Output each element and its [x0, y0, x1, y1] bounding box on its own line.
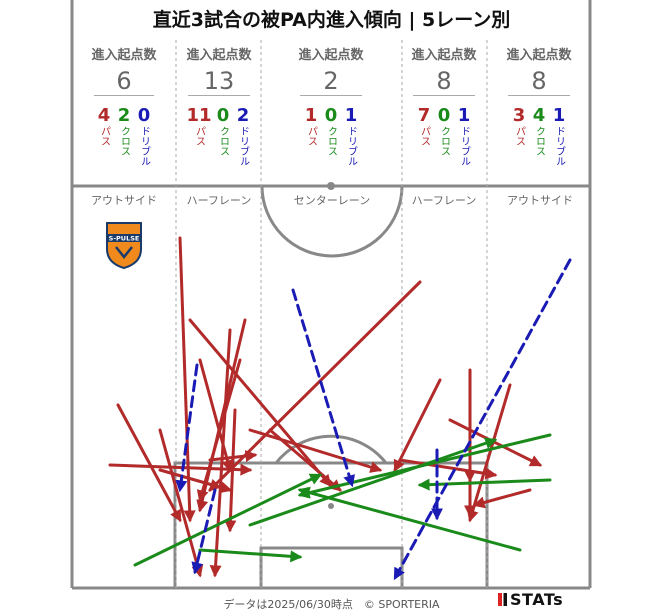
center-circle [260, 185, 404, 258]
stats-logo-text: STATs [510, 590, 564, 609]
goal-area [259, 546, 404, 588]
cross-label: クロス [217, 126, 229, 156]
lane-header-4: 進入起点数 8 [407, 44, 481, 96]
dribble-count: 1 [552, 105, 566, 126]
lane-counts-4: 7 パス 0 クロス 1 ドリブル [407, 105, 481, 167]
center-spot [327, 182, 335, 190]
pass-arrow-14 [393, 378, 442, 473]
pass-arrow-11 [198, 358, 234, 473]
lane-header-1: 進入起点数 6 [88, 44, 160, 96]
lane-header-label: 進入起点数 [91, 48, 157, 63]
dribble-arrow-1 [175, 363, 199, 493]
cross-count: 2 [117, 105, 131, 126]
pass-arrow-21 [158, 468, 233, 494]
lane-name-4: ハーフレーン [411, 194, 477, 207]
pass-label: パス [193, 126, 205, 146]
footer-credit: データは2025/06/30時点 © SPORTERIA [223, 598, 440, 611]
pass-arrow-12 [196, 358, 242, 503]
team-badge-logo: S-PULSE [106, 222, 142, 269]
cross-label: クロス [533, 126, 545, 156]
lane-header-2: 進入起点数 13 [182, 44, 256, 96]
lane-name-1: アウトサイド [91, 194, 157, 207]
dribble-label: ドリブル [458, 126, 470, 166]
pass-arrow-20 [398, 458, 498, 480]
penalty-spot [328, 503, 334, 509]
pass-arrow-7 [158, 428, 204, 578]
cross-count: 0 [216, 105, 230, 126]
stats-mark-icon [498, 593, 507, 606]
lane-counts-3: 1 パス 0 クロス 1 ドリブル [294, 105, 368, 167]
pass-arrow-2 [188, 318, 332, 487]
pass-arrow-9 [248, 428, 383, 473]
cross-arrow-3 [248, 437, 498, 527]
pass-label: パス [513, 126, 525, 146]
lane-header-3: 進入起点数 2 [294, 44, 368, 96]
pass-arrow-1 [178, 236, 196, 523]
lane-total-2: 13 [203, 67, 235, 95]
pass-count: 11 [186, 105, 212, 126]
cross-count: 0 [437, 105, 451, 126]
pass-label: パス [418, 126, 430, 146]
pass-count: 7 [417, 105, 431, 126]
pass-arrow-10 [208, 450, 258, 463]
pass-arrow-13 [209, 328, 232, 578]
pass-arrow-4 [208, 280, 422, 492]
dribble-count: 0 [137, 105, 151, 126]
lane-total-1: 6 [116, 67, 132, 95]
pass-count: 1 [304, 105, 318, 126]
pass-label: パス [305, 126, 317, 146]
lane-counts-5: 3 パス 4 クロス 1 ドリブル [502, 105, 576, 167]
pass-arrow-18 [472, 488, 532, 509]
cross-count: 4 [532, 105, 546, 126]
pass-count: 3 [512, 105, 526, 126]
lane-name-3: センターレーン [293, 194, 371, 207]
lane-header-label: 進入起点数 [506, 48, 572, 63]
cross-arrow-1 [133, 473, 323, 567]
dribble-arrow-2 [291, 288, 355, 488]
penalty-area [173, 461, 489, 588]
lane-total-5: 8 [531, 67, 547, 95]
cross-label: クロス [118, 126, 130, 156]
lane-total-3: 2 [323, 67, 339, 95]
page-title: 直近3試合の被PA内進入傾向 | 5レーン別 [152, 9, 511, 31]
dribble-count: 1 [344, 105, 358, 126]
badge-text: S-PULSE [109, 235, 140, 243]
cross-arrow-6 [417, 478, 552, 491]
dribble-label: ドリブル [553, 126, 565, 166]
penalty-arc [274, 434, 388, 464]
cross-arrow-5 [198, 548, 303, 563]
pass-arrow-17 [448, 418, 543, 467]
dribble-count: 2 [236, 105, 250, 126]
lane-header-label: 進入起点数 [298, 48, 364, 63]
cross-arrow-4 [297, 486, 522, 552]
lane-total-4: 8 [436, 67, 452, 95]
dribble-label: ドリブル [237, 126, 249, 166]
pass-count: 4 [97, 105, 111, 126]
entry-arrows [108, 236, 572, 581]
cross-label: クロス [325, 126, 337, 156]
dribble-label: ドリブル [138, 126, 150, 166]
cross-label: クロス [438, 126, 450, 156]
lane-counts-1: 4 パス 2 クロス 0 ドリブル [88, 105, 160, 167]
lane-header-label: 進入起点数 [186, 48, 252, 63]
dribble-count: 1 [457, 105, 471, 126]
dribble-label: ドリブル [345, 126, 357, 166]
lane-name-5: アウトサイド [507, 194, 573, 207]
dribble-arrow-3 [393, 258, 572, 581]
pass-label: パス [98, 126, 110, 146]
lane-name-2: ハーフレーン [186, 194, 252, 207]
lane-header-label: 進入起点数 [411, 48, 477, 63]
stats-logo: STATs [498, 590, 563, 609]
pass-arrow-22 [268, 428, 342, 492]
lane-dividers [175, 40, 488, 588]
cross-count: 0 [324, 105, 338, 126]
lane-counts-2: 11 パス 0 クロス 2 ドリブル [182, 105, 256, 167]
dribble-arrow-4 [191, 488, 217, 575]
lane-header-5: 進入起点数 8 [502, 44, 576, 96]
pass-arrow-5 [116, 403, 182, 523]
